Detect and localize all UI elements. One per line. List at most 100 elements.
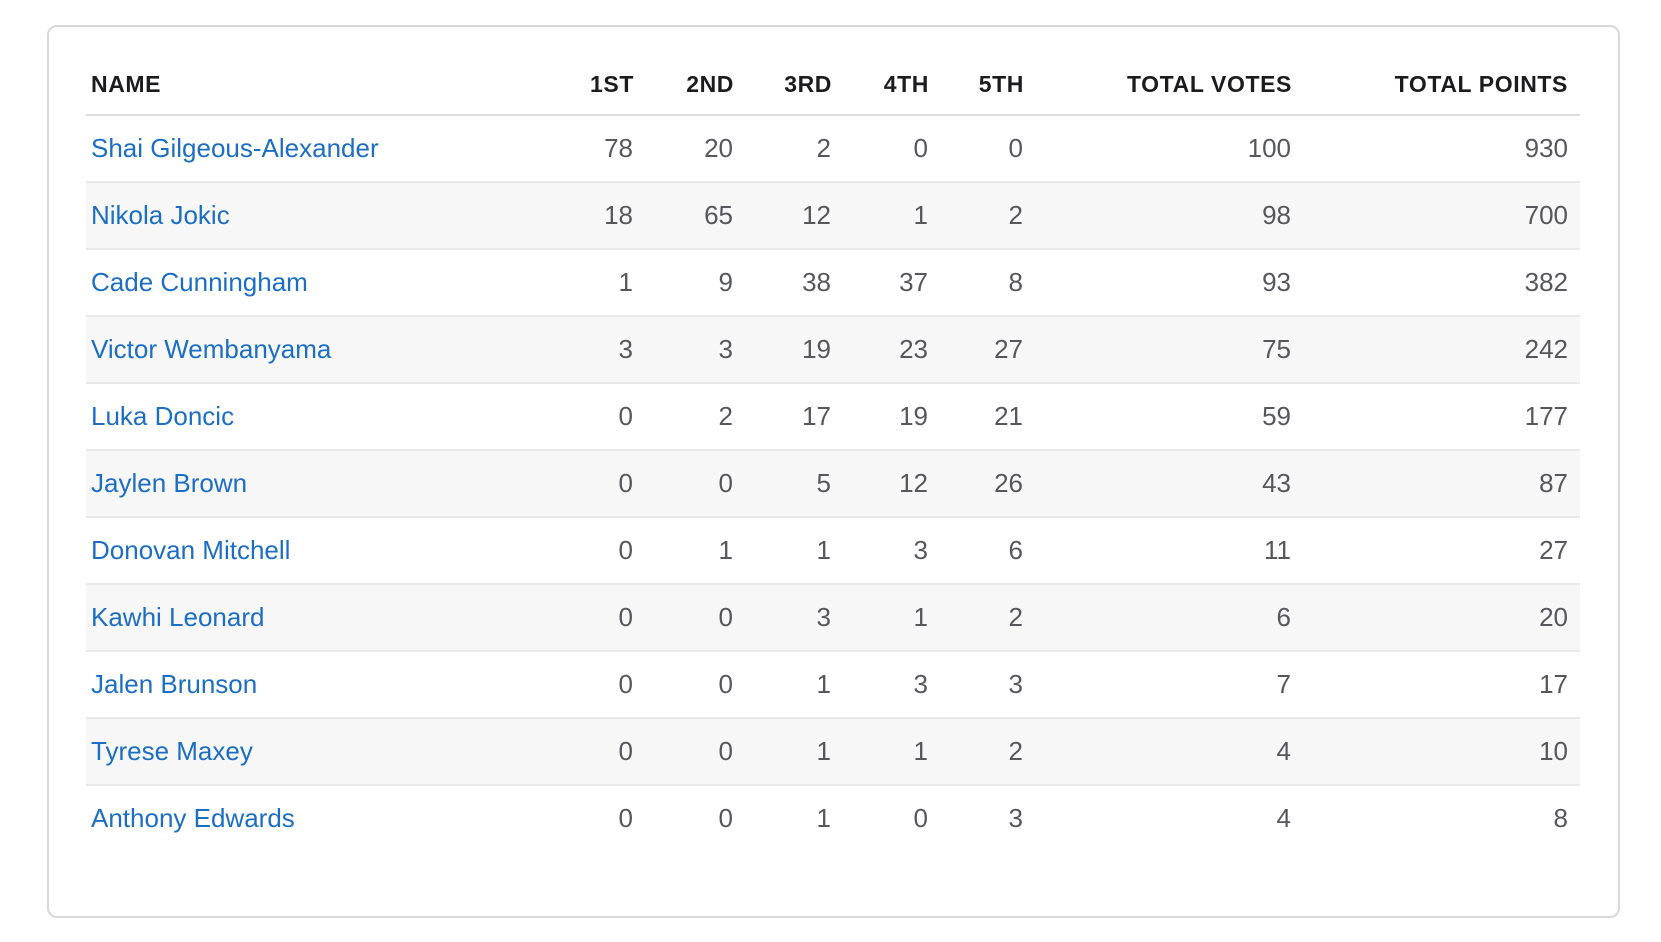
stat-cell-3rd: 5 bbox=[734, 450, 832, 518]
table-row: Anthony Edwards 0 0 1 0 3 4 8 bbox=[86, 785, 1580, 851]
player-name-cell: Nikola Jokic bbox=[86, 182, 524, 250]
stat-cell-4th: 1 bbox=[832, 182, 929, 250]
player-name-link[interactable]: Anthony Edwards bbox=[91, 803, 295, 833]
stat-cell-total-votes: 98 bbox=[1024, 182, 1292, 250]
player-name-link[interactable]: Victor Wembanyama bbox=[91, 334, 332, 364]
stat-cell-2nd: 1 bbox=[634, 517, 734, 585]
player-name-cell: Victor Wembanyama bbox=[86, 316, 524, 384]
stat-cell-total-points: 242 bbox=[1292, 316, 1580, 384]
column-header-total-points: TOTAL POINTS bbox=[1292, 61, 1580, 116]
stat-cell-4th: 3 bbox=[832, 651, 929, 719]
player-name-cell: Tyrese Maxey bbox=[86, 718, 524, 786]
stat-cell-5th: 2 bbox=[929, 182, 1024, 250]
column-header-2nd: 2ND bbox=[634, 61, 734, 116]
stat-cell-total-points: 10 bbox=[1292, 718, 1580, 786]
stat-cell-5th: 2 bbox=[929, 718, 1024, 786]
stat-cell-2nd: 0 bbox=[634, 584, 734, 652]
player-name-link[interactable]: Jalen Brunson bbox=[91, 669, 258, 699]
stat-cell-2nd: 0 bbox=[634, 718, 734, 786]
stat-cell-1st: 0 bbox=[524, 651, 634, 719]
stat-cell-1st: 3 bbox=[524, 316, 634, 384]
table-row: Kawhi Leonard 0 0 3 1 2 6 20 bbox=[86, 584, 1580, 652]
player-name-link[interactable]: Cade Cunningham bbox=[91, 267, 308, 297]
stat-cell-1st: 0 bbox=[524, 450, 634, 518]
column-header-1st: 1ST bbox=[524, 61, 634, 116]
stat-cell-4th: 0 bbox=[913, 803, 928, 833]
stat-cell-1st: 0 bbox=[524, 517, 634, 585]
table-row: Donovan Mitchell 0 1 1 3 6 11 27 bbox=[86, 517, 1580, 585]
stat-cell-3rd: 19 bbox=[734, 316, 832, 384]
stat-cell-2nd: 2 bbox=[634, 383, 734, 451]
table-row: Tyrese Maxey 0 0 1 1 2 4 10 bbox=[86, 718, 1580, 786]
stat-cell-2nd: 20 bbox=[634, 115, 734, 183]
stat-cell-total-points: 382 bbox=[1292, 249, 1580, 317]
player-name-cell: Cade Cunningham bbox=[86, 249, 524, 317]
stat-cell-total-points: 17 bbox=[1292, 651, 1580, 719]
table-row: Luka Doncic 0 2 17 19 21 59 177 bbox=[86, 383, 1580, 451]
stat-cell-1st: 0 bbox=[524, 718, 634, 786]
stat-cell-total-points: 20 bbox=[1292, 584, 1580, 652]
stat-cell-total-points: 700 bbox=[1292, 182, 1580, 250]
column-header-5th: 5TH bbox=[929, 61, 1024, 116]
player-name-link[interactable]: Luka Doncic bbox=[91, 401, 235, 431]
stat-cell-5th: 8 bbox=[929, 249, 1024, 317]
stat-cell-total-points: 177 bbox=[1292, 383, 1580, 451]
player-name-cell: Anthony Edwards bbox=[86, 785, 524, 851]
table-row: Victor Wembanyama 3 3 19 23 27 75 242 bbox=[86, 316, 1580, 384]
player-name-cell: Donovan Mitchell bbox=[86, 517, 524, 585]
player-name-link[interactable]: Donovan Mitchell bbox=[91, 535, 291, 565]
stat-cell-3rd: 1 bbox=[734, 718, 832, 786]
stat-cell-3rd: 3 bbox=[734, 584, 832, 652]
stat-cell-4th: 19 bbox=[832, 383, 929, 451]
stat-cell-5th: 6 bbox=[929, 517, 1024, 585]
player-name-link[interactable]: Tyrese Maxey bbox=[91, 736, 253, 766]
stat-cell-4th: 1 bbox=[832, 718, 929, 786]
stat-cell-5th: 0 bbox=[929, 115, 1024, 183]
stat-cell-total-votes: 59 bbox=[1024, 383, 1292, 451]
player-name-cell: Luka Doncic bbox=[86, 383, 524, 451]
player-name-link[interactable]: Kawhi Leonard bbox=[91, 602, 265, 632]
column-header-name: NAME bbox=[86, 61, 524, 116]
stat-cell-3rd: 1 bbox=[816, 803, 831, 833]
player-name-cell: Jalen Brunson bbox=[86, 651, 524, 719]
mvp-voting-table: NAME 1ST 2ND 3RD 4TH 5TH TOTAL VOTES TOTAL POIN… bbox=[86, 61, 1580, 851]
player-name-link[interactable]: Nikola Jokic bbox=[91, 200, 230, 230]
stat-cell-total-votes: 75 bbox=[1024, 316, 1292, 384]
stat-cell-1st: 0 bbox=[524, 584, 634, 652]
stat-cell-3rd: 2 bbox=[734, 115, 832, 183]
player-name-link[interactable]: Shai Gilgeous-Alexander bbox=[91, 133, 379, 163]
player-name-cell: Shai Gilgeous-Alexander bbox=[86, 115, 524, 183]
stat-cell-3rd: 1 bbox=[734, 651, 832, 719]
stat-cell-2nd: 3 bbox=[634, 316, 734, 384]
stat-cell-1st: 18 bbox=[524, 182, 634, 250]
stat-cell-4th: 23 bbox=[832, 316, 929, 384]
voting-results-card: NAME 1ST 2ND 3RD 4TH 5TH TOTAL VOTES TOTAL POIN… bbox=[47, 25, 1620, 918]
player-name-link[interactable]: Jaylen Brown bbox=[91, 468, 248, 498]
stat-cell-2nd: 0 bbox=[634, 651, 734, 719]
table-row: Jalen Brunson 0 0 1 3 3 7 17 bbox=[86, 651, 1580, 719]
stat-cell-4th: 1 bbox=[832, 584, 929, 652]
stat-cell-total-votes: 43 bbox=[1024, 450, 1292, 518]
table-row: Jaylen Brown 0 0 5 12 26 43 87 bbox=[86, 450, 1580, 518]
stat-cell-2nd: 65 bbox=[634, 182, 734, 250]
stat-cell-3rd: 1 bbox=[734, 517, 832, 585]
header-row: NAME 1ST 2ND 3RD 4TH 5TH TOTAL VOTES TOTAL POIN… bbox=[86, 61, 1580, 116]
stat-cell-total-votes: 11 bbox=[1024, 517, 1292, 585]
stat-cell-1st: 0 bbox=[524, 383, 634, 451]
stat-cell-4th: 3 bbox=[832, 517, 929, 585]
stat-cell-2nd: 0 bbox=[634, 450, 734, 518]
stat-cell-total-votes: 6 bbox=[1024, 584, 1292, 652]
table-row: Cade Cunningham 1 9 38 37 8 93 382 bbox=[86, 249, 1580, 317]
player-name-cell: Jaylen Brown bbox=[86, 450, 524, 518]
table-header: NAME 1ST 2ND 3RD 4TH 5TH TOTAL VOTES TOTAL POIN… bbox=[86, 61, 1580, 116]
stat-cell-4th: 12 bbox=[832, 450, 929, 518]
stat-cell-2nd: 9 bbox=[634, 249, 734, 317]
stat-cell-5th: 2 bbox=[929, 584, 1024, 652]
stat-cell-3rd: 17 bbox=[734, 383, 832, 451]
stat-cell-5th: 3 bbox=[1008, 803, 1023, 833]
table-row: Nikola Jokic 18 65 12 1 2 98 700 bbox=[86, 182, 1580, 250]
stat-cell-2nd: 0 bbox=[718, 803, 733, 833]
stat-cell-total-votes: 93 bbox=[1024, 249, 1292, 317]
stat-cell-5th: 26 bbox=[929, 450, 1024, 518]
stat-cell-total-points: 8 bbox=[1553, 803, 1568, 833]
